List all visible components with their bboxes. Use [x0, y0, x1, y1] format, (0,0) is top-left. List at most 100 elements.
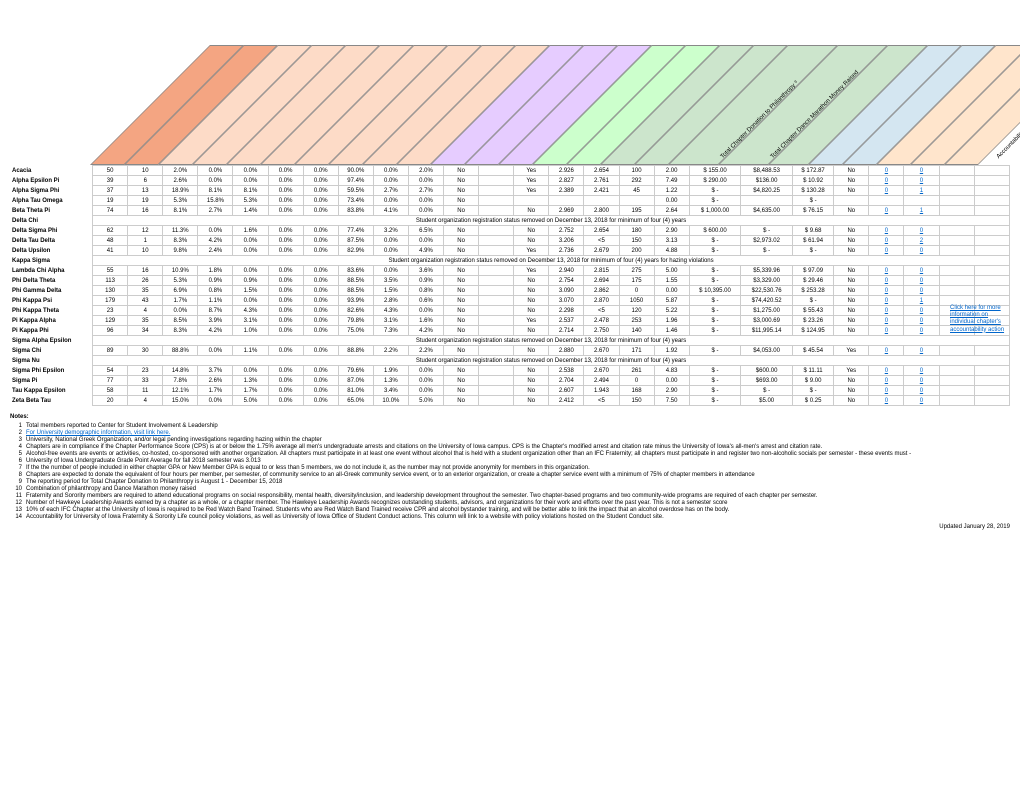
data-cell: $5,339.96 — [741, 266, 793, 276]
data-cell: 113 — [93, 276, 128, 286]
data-cell: $3,000.69 — [741, 316, 793, 326]
award-link[interactable]: 0 — [885, 168, 888, 174]
award-link[interactable]: 0 — [885, 398, 888, 404]
data-cell: 0.0% — [233, 166, 268, 176]
award-link[interactable]: 0 — [885, 288, 888, 294]
award-link[interactable]: 0 — [885, 378, 888, 384]
note-text: The reporting period for Total Chapter D… — [26, 479, 282, 485]
data-cell: 0.0% — [268, 376, 303, 386]
award-link[interactable]: 0 — [885, 238, 888, 244]
award-link[interactable]: 1 — [920, 188, 923, 194]
award-link[interactable]: 0 — [920, 328, 923, 334]
data-cell: 23 — [128, 366, 163, 376]
award-link[interactable]: 0 — [920, 248, 923, 254]
award-link[interactable]: 0 — [885, 308, 888, 314]
data-cell: 0 — [869, 206, 904, 216]
data-cell: 0 — [869, 246, 904, 256]
data-cell: 0.0% — [303, 306, 338, 316]
data-cell: 1.55 — [654, 276, 689, 286]
merged-status-cell: Student organization registration status… — [93, 336, 1010, 346]
data-cell: $1,275.00 — [741, 306, 793, 316]
award-link[interactable]: 0 — [920, 268, 923, 274]
award-link[interactable]: 0 — [920, 278, 923, 284]
award-link[interactable]: 0 — [885, 268, 888, 274]
award-link[interactable]: 0 — [885, 328, 888, 334]
award-link[interactable]: 0 — [920, 288, 923, 294]
data-cell: No — [834, 276, 869, 286]
award-link[interactable]: 1 — [920, 208, 923, 214]
data-cell: 1050 — [619, 296, 654, 306]
data-cell: 0.0% — [268, 296, 303, 306]
data-cell: 150 — [619, 396, 654, 406]
award-link[interactable]: 0 — [885, 348, 888, 354]
award-link[interactable]: 0 — [885, 248, 888, 254]
award-link[interactable]: 0 — [885, 298, 888, 304]
note-text: Number of Hawkeye Leadership Awards earn… — [26, 500, 728, 506]
table-row: Acacia50102.0%0.0%0.0%0.0%0.0%90.0%0.0%2… — [10, 166, 1010, 176]
data-cell: 19 — [93, 196, 128, 206]
note-row: 1310% of each IFC Chapter at the Univers… — [10, 507, 1010, 513]
data-cell: 2.8% — [373, 296, 408, 306]
award-link[interactable]: 0 — [920, 348, 923, 354]
note-row: 14Accountability for University of Iowa … — [10, 514, 1010, 520]
data-cell: 10 — [128, 246, 163, 256]
data-cell: 0.0% — [303, 396, 338, 406]
award-link[interactable]: 0 — [920, 318, 923, 324]
award-link[interactable]: 0 — [885, 208, 888, 214]
data-cell: 0 — [869, 236, 904, 246]
award-link[interactable]: 0 — [885, 388, 888, 394]
table-row: Alpha Epsilon Pi3962.6%0.0%0.0%0.0%0.0%9… — [10, 176, 1010, 186]
award-link[interactable]: 0 — [920, 228, 923, 234]
data-cell: 3.1% — [233, 316, 268, 326]
award-link[interactable]: 0 — [920, 368, 923, 374]
award-link[interactable]: 0 — [885, 228, 888, 234]
data-cell — [479, 376, 514, 386]
award-link[interactable]: 0 — [920, 178, 923, 184]
note-text[interactable]: For University demographic information, … — [26, 430, 170, 436]
data-cell: 2.412 — [549, 396, 584, 406]
note-number: 2 — [10, 430, 22, 436]
note-row: 8Chapters are expected to donate the equ… — [10, 472, 1010, 478]
data-cell: 0 — [869, 366, 904, 376]
award-link[interactable]: 0 — [885, 278, 888, 284]
data-cell: 2.478 — [584, 316, 619, 326]
data-cell: 0.0% — [268, 396, 303, 406]
award-link[interactable]: 0 — [885, 188, 888, 194]
award-link[interactable]: 1 — [920, 298, 923, 304]
data-cell: 0.0% — [268, 266, 303, 276]
sidebar-accountability-link[interactable]: Click here for more information on indiv… — [950, 305, 1010, 334]
award-link[interactable]: 2 — [920, 238, 923, 244]
data-cell: 0 — [869, 276, 904, 286]
data-cell: 0.0% — [303, 266, 338, 276]
data-cell: $ 61.94 — [792, 236, 833, 246]
data-cell: 75.0% — [338, 326, 373, 336]
award-link[interactable]: 0 — [920, 168, 923, 174]
data-cell: No — [444, 236, 479, 246]
award-link[interactable]: 0 — [920, 378, 923, 384]
award-link[interactable]: 0 — [885, 318, 888, 324]
data-cell: 0.0% — [198, 226, 233, 236]
data-cell: $ - — [741, 226, 793, 236]
data-cell: 5.0% — [233, 396, 268, 406]
data-cell: 82.9% — [338, 246, 373, 256]
table-row: Sigma Phi Epsilon542314.8%3.7%0.0%0.0%0.… — [10, 366, 1010, 376]
data-cell: No — [444, 346, 479, 356]
data-cell: 0.0% — [233, 246, 268, 256]
data-cell: $ - — [689, 396, 741, 406]
data-cell: No — [514, 206, 549, 216]
data-cell: $ - — [792, 386, 833, 396]
data-cell: Yes — [514, 246, 549, 256]
data-cell: 0.0% — [268, 276, 303, 286]
data-cell: $ 55.43 — [792, 306, 833, 316]
data-cell: $ - — [689, 386, 741, 396]
data-cell: 2.7% — [198, 206, 233, 216]
data-cell: 120 — [619, 306, 654, 316]
award-link[interactable]: 0 — [920, 308, 923, 314]
award-link[interactable]: 0 — [885, 368, 888, 374]
data-cell: 30 — [128, 346, 163, 356]
data-cell: 2.761 — [584, 176, 619, 186]
award-link[interactable]: 0 — [920, 398, 923, 404]
data-cell: 3.206 — [549, 236, 584, 246]
award-link[interactable]: 0 — [920, 388, 923, 394]
award-link[interactable]: 0 — [885, 178, 888, 184]
